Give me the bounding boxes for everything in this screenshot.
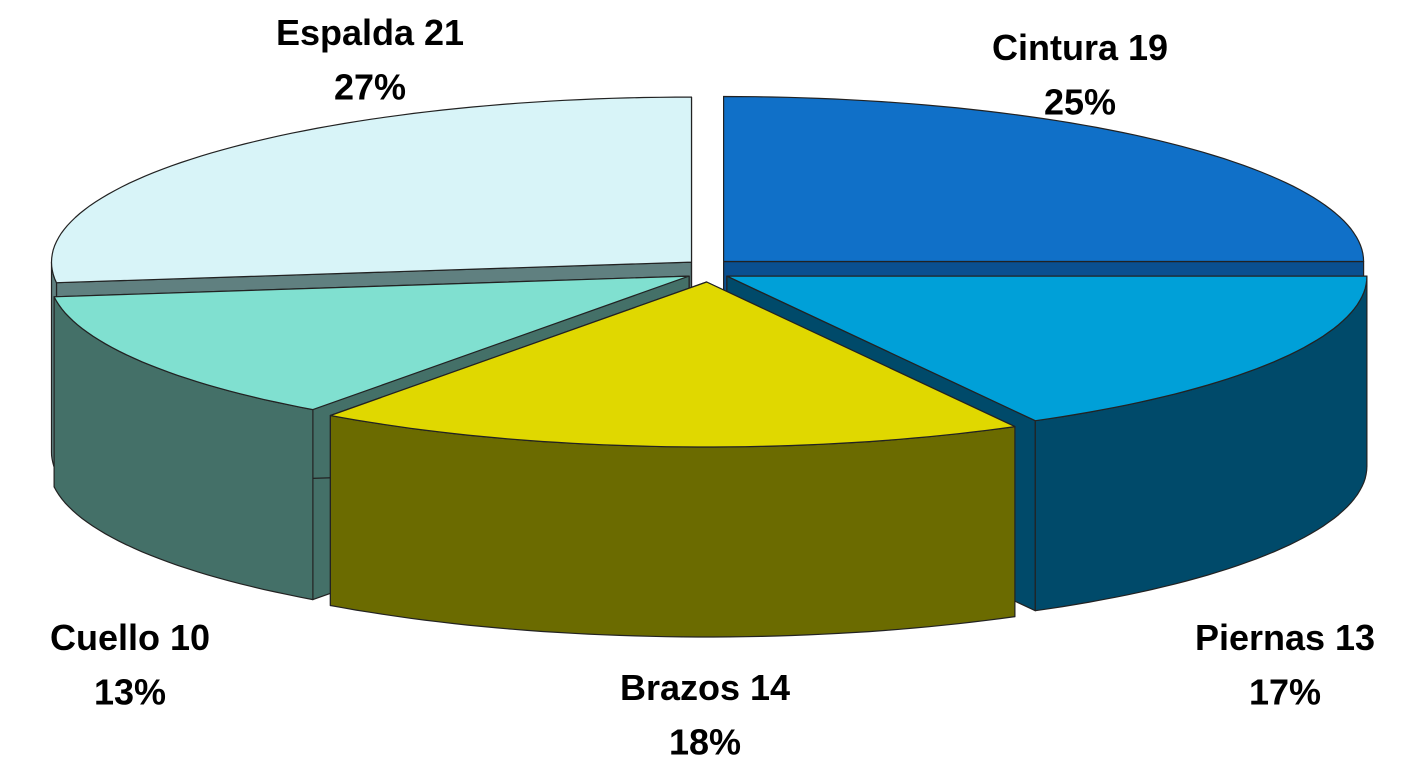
category-label: Cintura: [992, 27, 1119, 68]
category-label: Espalda: [276, 12, 415, 53]
category-label: Cuello: [50, 617, 160, 658]
percent-label: 27%: [334, 67, 406, 108]
count-label: 19: [1128, 27, 1168, 68]
category-label: Piernas: [1195, 617, 1325, 658]
category-label: Brazos: [620, 667, 740, 708]
slice: [50, 96, 693, 284]
percent-label: 25%: [1044, 82, 1116, 123]
count-label: 21: [424, 12, 464, 53]
slice-wall: [329, 414, 1016, 638]
slice: [53, 275, 690, 411]
slice: [726, 275, 1368, 422]
slice-label: Espalda 21: [276, 12, 464, 53]
slice-label: Cuello 10: [50, 617, 210, 658]
slice-label: Cintura 19: [992, 27, 1168, 68]
slice: [329, 281, 1016, 448]
percent-label: 18%: [669, 722, 741, 758]
slice-label: Brazos 14: [620, 667, 790, 708]
percent-label: 13%: [94, 672, 166, 713]
percent-label: 17%: [1249, 672, 1321, 713]
slice: [723, 95, 1365, 263]
slice-label: Piernas 13: [1195, 617, 1375, 658]
count-label: 13: [1335, 617, 1375, 658]
count-label: 10: [170, 617, 210, 658]
count-label: 14: [750, 667, 790, 708]
